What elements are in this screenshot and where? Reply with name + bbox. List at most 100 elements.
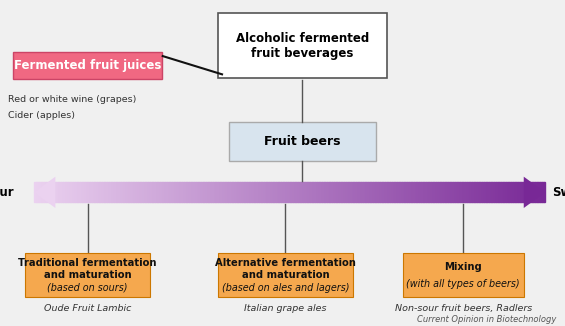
Bar <box>173 182 175 202</box>
Bar <box>68 182 69 202</box>
Bar <box>162 182 163 202</box>
Bar <box>341 182 342 202</box>
Bar <box>225 182 227 202</box>
Bar <box>158 182 160 202</box>
Bar <box>520 182 521 202</box>
Bar <box>407 182 409 202</box>
Polygon shape <box>34 177 55 208</box>
Bar <box>56 182 58 202</box>
Bar <box>535 182 537 202</box>
Bar <box>414 182 416 202</box>
Bar <box>51 182 53 202</box>
Bar <box>324 182 325 202</box>
Bar <box>78 182 80 202</box>
Bar <box>528 182 530 202</box>
Bar <box>320 182 322 202</box>
Text: Alternative fermentation: Alternative fermentation <box>215 258 356 268</box>
Bar <box>97 182 99 202</box>
Bar <box>215 182 216 202</box>
Text: Sour: Sour <box>0 186 14 199</box>
Bar <box>460 182 462 202</box>
Bar <box>81 182 83 202</box>
Bar <box>146 182 148 202</box>
Bar <box>76 182 78 202</box>
Bar <box>232 182 233 202</box>
Bar <box>208 182 210 202</box>
Bar <box>402 182 404 202</box>
Bar <box>506 182 508 202</box>
Bar <box>319 182 320 202</box>
Bar <box>66 182 68 202</box>
Text: Oude Fruit Lambic: Oude Fruit Lambic <box>44 304 131 313</box>
Bar <box>107 182 109 202</box>
Bar <box>359 182 361 202</box>
Bar <box>163 182 165 202</box>
Bar <box>250 182 252 202</box>
Bar <box>521 182 523 202</box>
FancyBboxPatch shape <box>12 52 163 79</box>
Bar <box>516 182 518 202</box>
Bar <box>63 182 64 202</box>
Bar <box>189 182 191 202</box>
Bar <box>80 182 81 202</box>
Bar <box>271 182 272 202</box>
Bar <box>182 182 184 202</box>
Bar <box>418 182 419 202</box>
Bar <box>457 182 458 202</box>
Bar <box>463 182 465 202</box>
Bar <box>37 182 39 202</box>
Bar <box>279 182 281 202</box>
Bar <box>272 182 274 202</box>
Bar <box>419 182 421 202</box>
Text: Cider (apples): Cider (apples) <box>8 111 76 120</box>
Bar <box>210 182 211 202</box>
Bar <box>238 182 240 202</box>
Bar <box>95 182 97 202</box>
Bar <box>274 182 276 202</box>
Bar <box>58 182 59 202</box>
Bar <box>489 182 490 202</box>
Bar <box>434 182 436 202</box>
Bar <box>249 182 250 202</box>
Bar <box>295 182 297 202</box>
Bar <box>53 182 54 202</box>
Bar <box>525 182 527 202</box>
Bar <box>376 182 378 202</box>
Bar <box>172 182 173 202</box>
Bar <box>205 182 206 202</box>
Bar <box>49 182 51 202</box>
Bar <box>293 182 295 202</box>
Bar <box>289 182 292 202</box>
Bar <box>331 182 332 202</box>
Bar <box>336 182 337 202</box>
Bar <box>532 182 533 202</box>
Bar <box>157 182 158 202</box>
Bar <box>203 182 205 202</box>
Bar <box>455 182 457 202</box>
Bar <box>104 182 106 202</box>
Bar <box>344 182 346 202</box>
Bar <box>302 182 303 202</box>
Bar <box>292 182 293 202</box>
Bar <box>201 182 203 202</box>
Bar <box>196 182 198 202</box>
Text: Sweet: Sweet <box>553 186 565 199</box>
Bar <box>165 182 167 202</box>
Bar <box>332 182 334 202</box>
Bar <box>276 182 277 202</box>
Bar <box>216 182 218 202</box>
Bar <box>257 182 259 202</box>
Bar <box>116 182 118 202</box>
Bar <box>191 182 193 202</box>
Bar <box>92 182 94 202</box>
Polygon shape <box>524 177 545 208</box>
Bar <box>151 182 153 202</box>
Bar <box>297 182 298 202</box>
Bar <box>75 182 76 202</box>
Bar <box>468 182 470 202</box>
Bar <box>388 182 390 202</box>
Bar <box>381 182 383 202</box>
Bar <box>370 182 371 202</box>
Bar <box>540 182 542 202</box>
Bar <box>213 182 215 202</box>
